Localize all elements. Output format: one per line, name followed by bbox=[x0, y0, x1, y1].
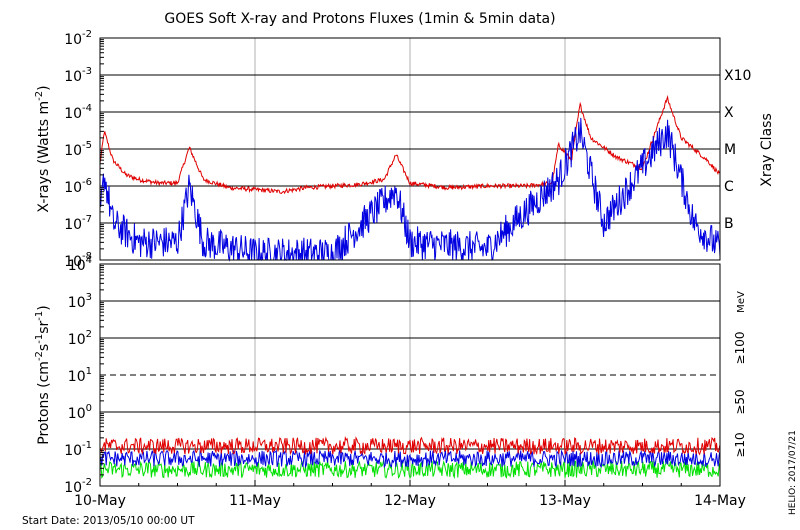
xray-short-channel-line bbox=[99, 117, 721, 262]
x-tick-label: 14-May bbox=[694, 493, 746, 509]
xray-class-label: B bbox=[724, 216, 734, 232]
xray-y-axis-label: X-rays (Watts m-2) bbox=[34, 85, 52, 212]
proton-legend-label: ≥50 bbox=[733, 389, 747, 414]
proton-series-line bbox=[99, 435, 721, 456]
proton-legend-label: ≥100 bbox=[733, 332, 747, 365]
xray-plot-frame bbox=[99, 37, 721, 261]
credit-text: HELIO: 2017/07/21 bbox=[788, 430, 798, 515]
x-tick-label: 12-May bbox=[384, 493, 436, 509]
chart-title: GOES Soft X-ray and Protons Fluxes (1min… bbox=[164, 11, 555, 27]
xray-class-label: C bbox=[724, 179, 734, 195]
x-tick-label: 13-May bbox=[539, 493, 591, 509]
proton-energy-unit: MeV bbox=[736, 291, 747, 313]
x-tick-label: 11-May bbox=[229, 493, 281, 509]
xray-class-axis-label: Xray Class bbox=[759, 113, 775, 187]
xray-class-label: M bbox=[724, 142, 736, 158]
xray-class-label: X bbox=[724, 105, 734, 121]
x-tick-label: 10-May bbox=[74, 493, 126, 509]
proton-legend-label: ≥10 bbox=[733, 432, 747, 457]
xray-class-label: X10 bbox=[724, 68, 751, 84]
xray-long-channel-line bbox=[99, 94, 720, 195]
start-date-text: Start Date: 2013/05/10 00:00 UT bbox=[22, 515, 195, 527]
proton-series-line bbox=[99, 448, 721, 469]
proton-y-axis-label: Protons (cm-2s-1sr-1) bbox=[34, 305, 52, 444]
